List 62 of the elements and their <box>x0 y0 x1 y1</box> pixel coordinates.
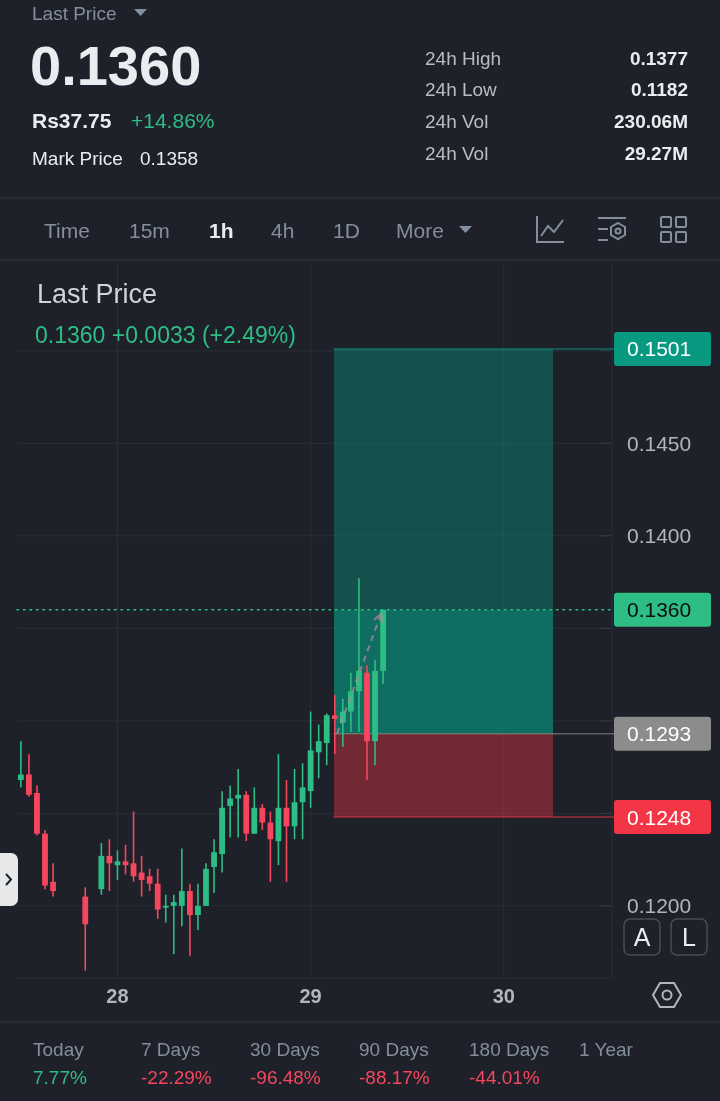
text: Today <box>33 1039 85 1060</box>
candlestick <box>227 784 234 839</box>
text: +14.86% <box>131 109 215 132</box>
x-tick-label: 29 <box>299 985 322 1007</box>
text: -44.01% <box>469 1067 540 1088</box>
x-tick-label: 28 <box>106 985 129 1007</box>
text: 0.1360 +0.0033 (+2.49%) <box>35 322 296 348</box>
text: 24h Vol <box>425 143 489 164</box>
text: 24h Vol <box>425 111 489 132</box>
text: A <box>633 923 651 951</box>
candlestick <box>26 753 32 798</box>
text: 0.1377 <box>629 48 688 69</box>
ref-line-label: 0.1293 <box>627 722 692 746</box>
y-tick-label: 0.1450 <box>627 431 692 455</box>
text: Mark Price <box>32 148 123 169</box>
candlestick <box>17 740 24 789</box>
ref-line-label: 0.1501 <box>627 337 692 361</box>
candlestick <box>235 768 242 839</box>
text: 230.06M <box>614 111 688 132</box>
candlestick <box>170 893 177 955</box>
text: -22.29% <box>141 1067 212 1088</box>
candlestick <box>315 723 322 779</box>
text: 0.1358 <box>140 148 199 169</box>
candlestick <box>122 843 129 876</box>
text: 15m <box>129 219 170 242</box>
text: 1h <box>209 219 234 242</box>
text: 1 Year <box>579 1039 634 1060</box>
text: 4h <box>271 219 295 242</box>
candlestick <box>259 803 266 831</box>
text: 24h High <box>425 48 502 69</box>
text: 29.27M <box>624 143 688 164</box>
text: 30 Days <box>250 1039 320 1060</box>
text: More <box>396 219 444 242</box>
candlestick <box>114 849 121 881</box>
text: 7.77% <box>33 1067 87 1088</box>
text: Rs37.75 <box>32 109 112 132</box>
candlestick <box>195 882 201 931</box>
candlestick <box>178 847 185 927</box>
text: 7 Days <box>141 1039 201 1060</box>
ref-line-label: 0.1248 <box>627 805 692 829</box>
text: 90 Days <box>359 1039 429 1060</box>
candlestick <box>331 694 338 755</box>
text: L <box>682 923 697 951</box>
text: 24h Low <box>425 79 498 100</box>
text: 180 Days <box>469 1039 550 1060</box>
text: Time <box>44 219 90 242</box>
candlestick <box>162 893 169 924</box>
candlestick <box>50 862 56 898</box>
text: 0.1360 <box>30 34 202 97</box>
text: 0.1182 <box>630 79 688 100</box>
text: 1D <box>333 219 360 242</box>
text: -96.48% <box>250 1067 321 1088</box>
y-tick-label: 0.1200 <box>627 894 692 918</box>
x-tick-label: 30 <box>492 985 515 1007</box>
text: -88.17% <box>359 1067 430 1088</box>
candlestick <box>146 868 153 892</box>
text: Last Price <box>37 279 158 309</box>
text: Last Price <box>32 3 117 24</box>
y-tick-label: 0.1400 <box>627 524 692 548</box>
candlestick <box>211 838 217 894</box>
candlestick <box>347 671 354 733</box>
ref-line-label: 0.1360 <box>627 598 692 622</box>
